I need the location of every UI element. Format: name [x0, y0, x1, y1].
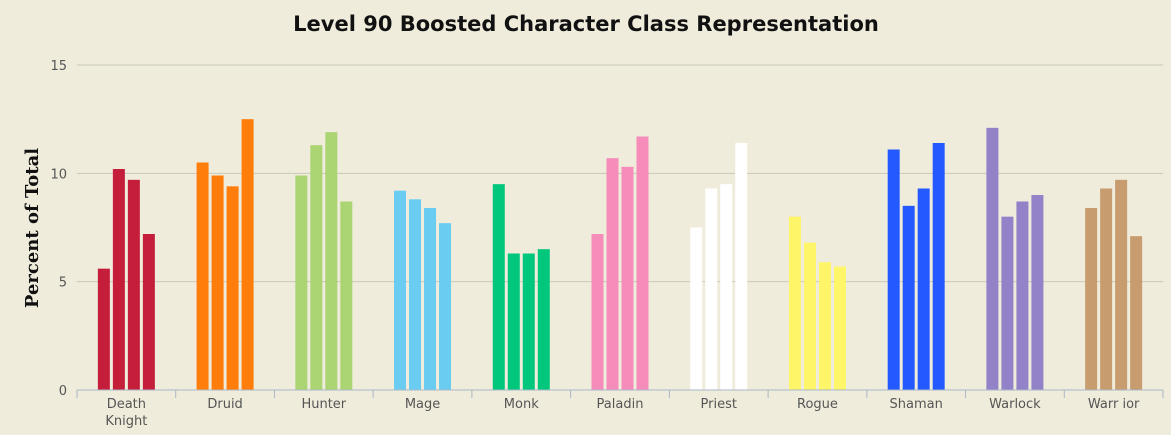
x-tick-label: Warr ior — [1088, 397, 1140, 412]
bar — [986, 127, 999, 390]
bars — [97, 119, 1143, 391]
bar — [606, 158, 619, 390]
bar — [833, 266, 846, 390]
bar — [507, 253, 520, 390]
grid-lines: 0 5 10 15 — [50, 59, 1163, 399]
bar — [1001, 216, 1014, 390]
bar — [325, 132, 338, 390]
bar — [394, 190, 407, 390]
bar — [492, 184, 505, 390]
bar — [1085, 208, 1098, 390]
bar — [1115, 179, 1128, 390]
bar — [196, 162, 209, 390]
bar — [97, 268, 110, 390]
x-tick-label: Rogue — [797, 397, 838, 412]
bar — [1130, 236, 1143, 390]
bar — [1016, 201, 1029, 390]
x-axis: Death Knight Druid Hunter Mage Monk Paladin Pri… — [76, 389, 1164, 429]
bar — [112, 169, 125, 390]
bar — [818, 262, 831, 390]
bar — [917, 188, 930, 390]
bar — [522, 253, 535, 390]
bar — [439, 223, 452, 390]
y-tick-label: 15 — [50, 59, 67, 74]
x-tick-label: Warlock — [989, 397, 1041, 412]
bar — [735, 143, 748, 390]
bar — [310, 145, 323, 390]
bar — [720, 184, 733, 390]
x-tick-label: Priest — [701, 397, 737, 412]
x-tick-label: Druid — [207, 397, 242, 412]
bar — [424, 208, 437, 390]
y-tick-label: 5 — [59, 276, 67, 291]
x-tick-label: Death Knight — [105, 397, 147, 429]
bar — [211, 175, 224, 390]
bar — [1031, 195, 1044, 390]
bar — [142, 234, 155, 390]
y-tick-label: 0 — [59, 384, 67, 399]
bar — [690, 227, 703, 390]
chart-title: Level 90 Boosted Character Class Represe… — [293, 12, 879, 36]
x-tick-label: Hunter — [301, 397, 346, 412]
bar — [591, 234, 604, 390]
bar — [409, 199, 422, 390]
bar — [537, 249, 550, 390]
x-tick-label: Monk — [504, 397, 539, 412]
bar — [241, 119, 254, 391]
bar — [1100, 188, 1113, 390]
bar — [340, 201, 353, 390]
bar — [705, 188, 718, 390]
bar — [636, 136, 649, 390]
bar — [788, 216, 801, 390]
x-tick-label: Paladin — [597, 397, 644, 412]
bar — [887, 149, 900, 390]
bar — [226, 186, 239, 390]
y-axis-label: Percent of Total — [22, 148, 43, 308]
bar — [803, 242, 816, 390]
y-tick-label: 10 — [50, 167, 67, 182]
bar — [902, 205, 915, 390]
x-tick-label: Shaman — [890, 397, 943, 412]
bar — [295, 175, 308, 390]
bar — [621, 166, 634, 390]
x-tick-label: Mage — [405, 397, 440, 412]
bar — [932, 143, 945, 390]
bar — [127, 179, 140, 390]
